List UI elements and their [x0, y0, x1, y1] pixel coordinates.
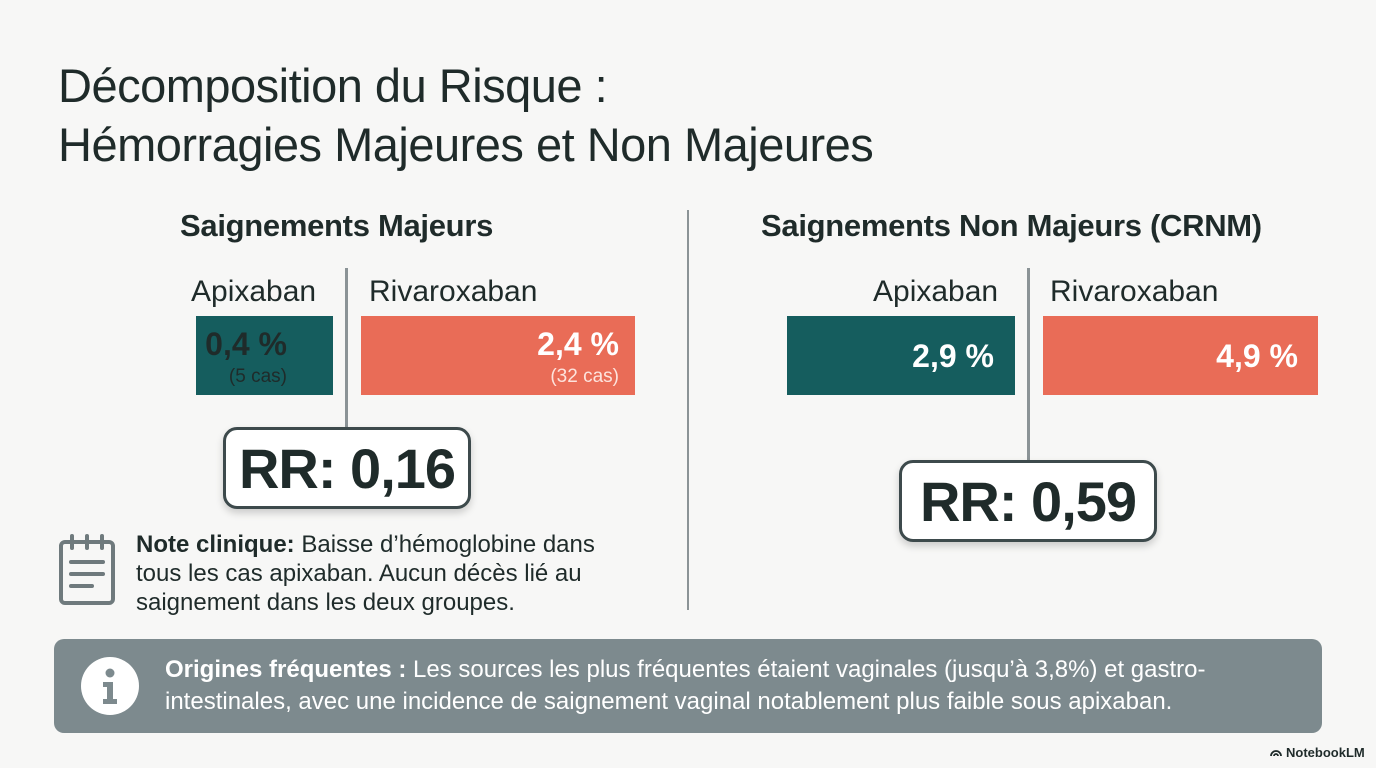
info-banner-text: Origines fréquentes : Les sources les pl…: [165, 654, 1305, 718]
major-rivaroxaban-value: 2,4 %: [537, 326, 619, 362]
info-banner-body: Les sources les plus fréquentes étaient …: [165, 656, 1206, 715]
major-rivaroxaban-bar: [361, 316, 635, 395]
major-rivaroxaban-label: Rivaroxaban: [369, 275, 538, 308]
major-rr-box: RR: 0,16: [223, 427, 471, 509]
nonmajor-rivaroxaban-label: Rivaroxaban: [1050, 275, 1219, 308]
nonmajor-center-axis: [1027, 268, 1030, 462]
clinical-note-label: Note clinique:: [136, 531, 295, 558]
page-title-line-2: Hémorragies Majeures et Non Majeures: [58, 118, 874, 171]
brand-watermark: NotebookLM: [1270, 745, 1365, 760]
nonmajor-rivaroxaban-value: 4,9 %: [1216, 338, 1298, 374]
nonmajor-bleeding-title: Saignements Non Majeurs (CRNM): [761, 208, 1262, 243]
major-center-axis: [345, 268, 348, 429]
major-rivaroxaban-cases: (32 cas): [550, 366, 619, 387]
major-apixaban-cases: (5 cas): [228, 366, 287, 387]
major-apixaban-value: 0,4 %: [205, 326, 287, 362]
page-title: Décomposition du Risque : Hémorragies Ma…: [58, 56, 874, 174]
info-banner: Origines fréquentes : Les sources les pl…: [54, 639, 1322, 733]
nonmajor-rivaroxaban-bar: [1043, 316, 1318, 395]
brand-name: NotebookLM: [1286, 745, 1365, 760]
major-bleeding-title: Saignements Majeurs: [180, 208, 494, 243]
clinical-note: Note clinique: Baisse d’hémoglobine dans…: [136, 530, 636, 617]
nonmajor-apixaban-value: 2,9 %: [912, 338, 994, 374]
page-title-line-1: Décomposition du Risque :: [58, 59, 608, 112]
major-apixaban-bar: [196, 316, 333, 395]
notebooklm-logo-icon: [1270, 745, 1282, 760]
info-banner-label: Origines fréquentes :: [165, 656, 407, 683]
notepad-icon: [58, 534, 116, 606]
major-apixaban-label: Apixaban: [191, 275, 317, 308]
nonmajor-rr-box: RR: 0,59: [899, 460, 1157, 542]
nonmajor-apixaban-bar: [787, 316, 1015, 395]
clinical-note-text: Baisse d’hémoglobine dans tous les cas a…: [136, 531, 595, 616]
info-icon: [81, 657, 139, 715]
nonmajor-apixaban-label: Apixaban: [873, 275, 999, 308]
panel-divider: [687, 210, 689, 610]
